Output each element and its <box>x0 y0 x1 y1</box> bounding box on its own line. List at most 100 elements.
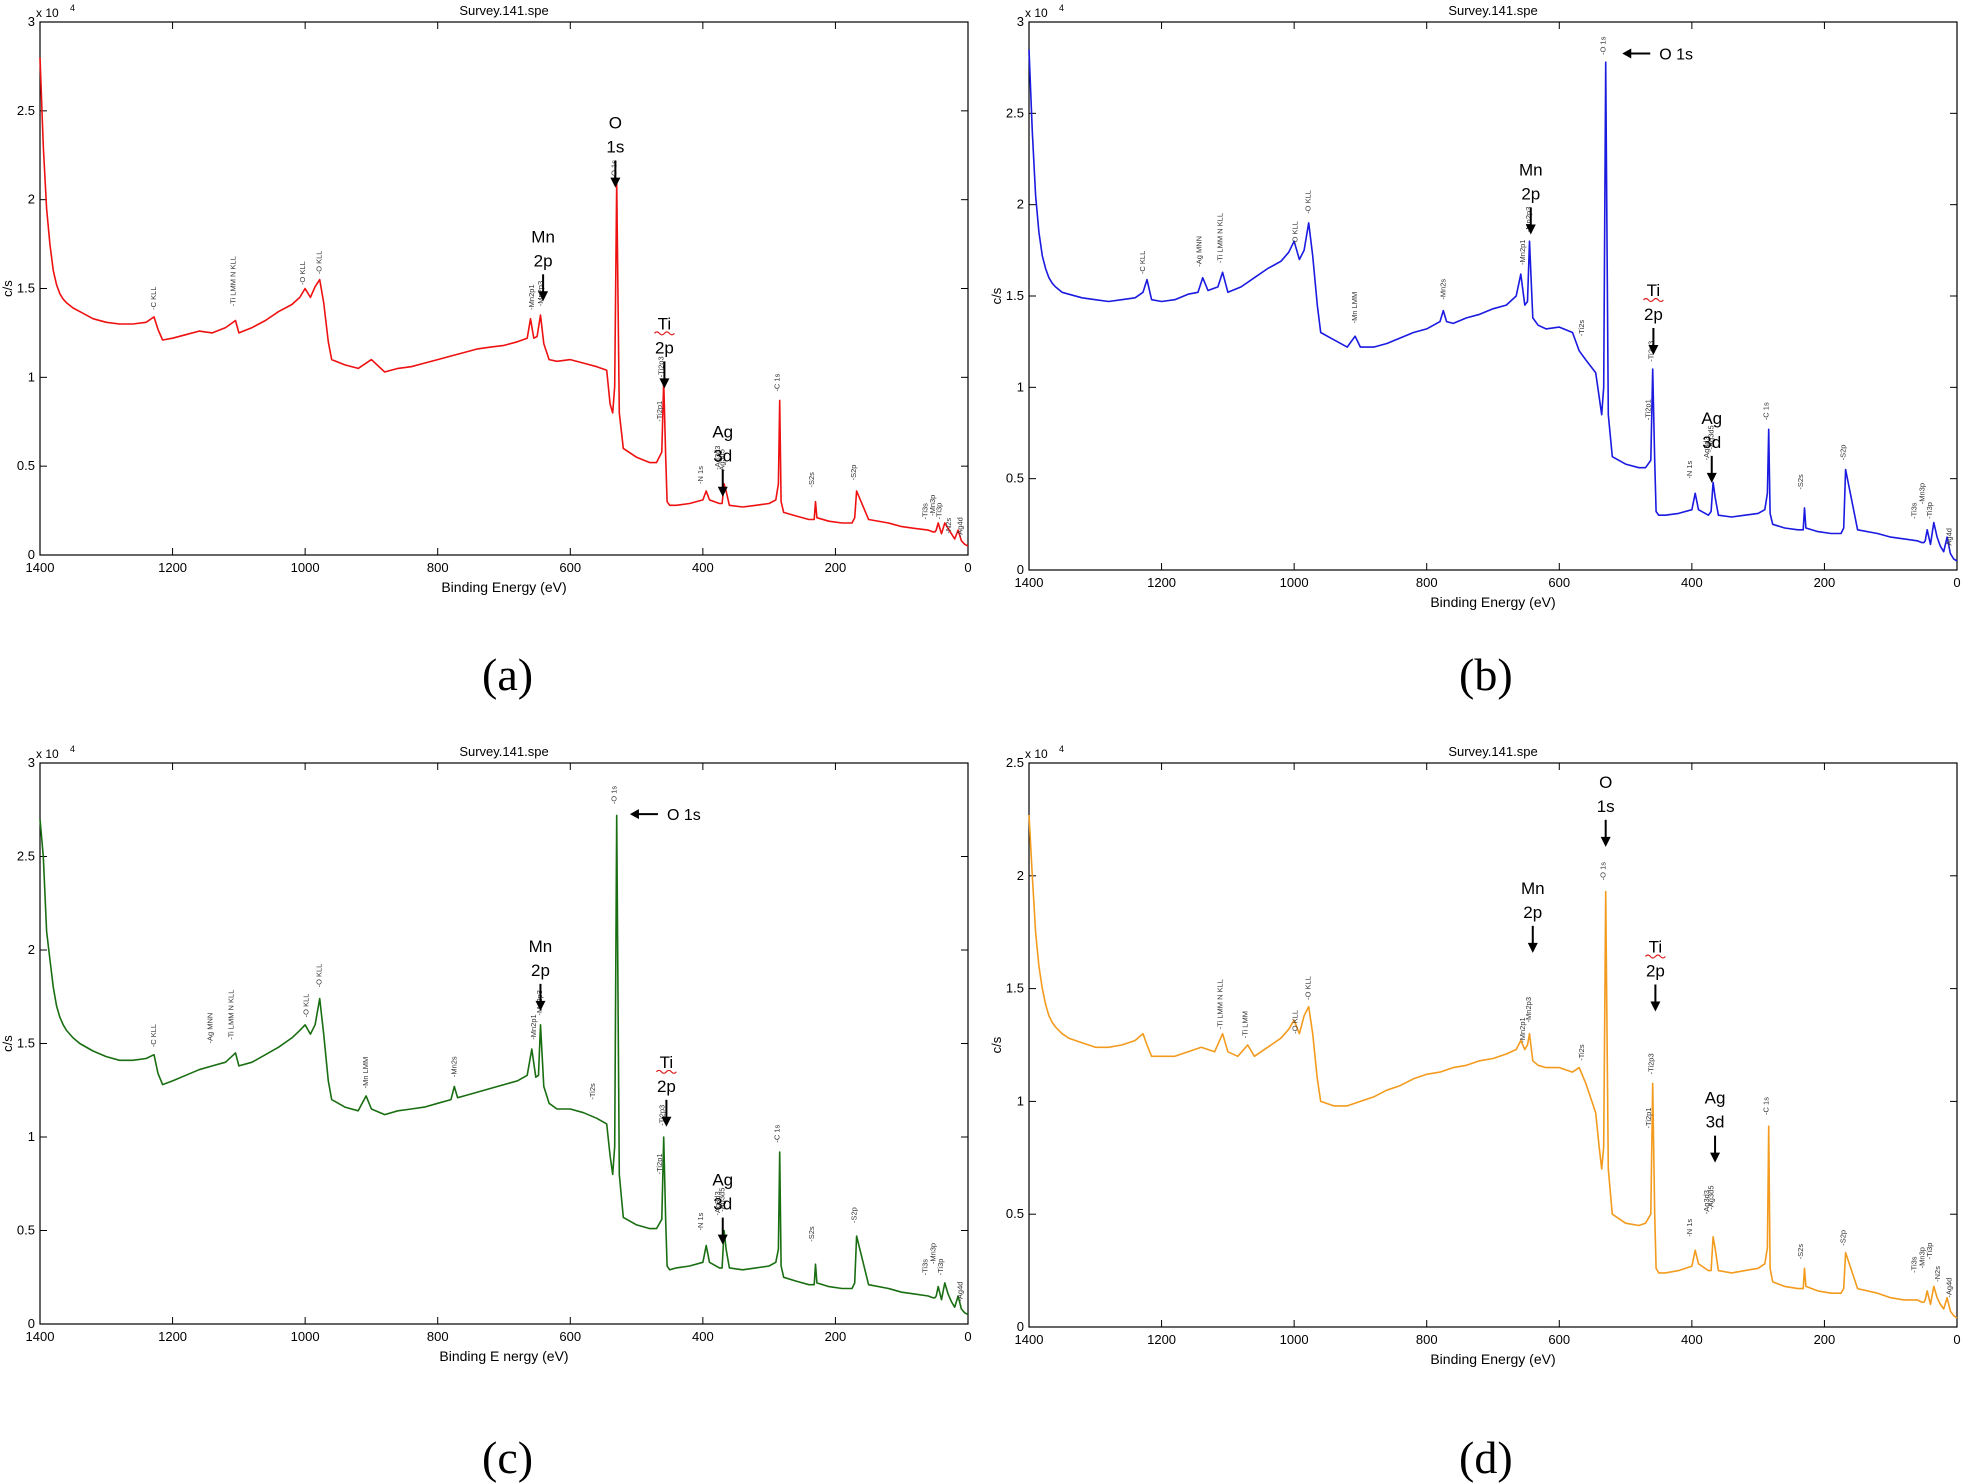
peak-label: -Ti3s <box>921 1259 930 1276</box>
peak-label: -Ti LMM <box>1241 1011 1250 1038</box>
x-tick-label: 600 <box>559 1329 581 1344</box>
annotation-arrow-head <box>1650 1001 1661 1012</box>
annotation-arrow-head <box>535 1000 546 1011</box>
y-tick-label: 1 <box>1017 379 1024 394</box>
x-axis-label: Binding Energy (eV) <box>1430 1351 1555 1367</box>
x-tick-label: 0 <box>1953 1332 1960 1347</box>
peak-label: -Ti2p3 <box>1646 341 1655 362</box>
peak-label: -C KLL <box>149 286 158 309</box>
annotation-label: Ag <box>1701 409 1722 428</box>
x-tick-label: 1200 <box>158 560 187 575</box>
y-tick-label: 1.5 <box>1006 288 1024 303</box>
x-tick-label: 400 <box>692 560 714 575</box>
x-tick-label: 800 <box>1416 1332 1438 1347</box>
annotation-label: Ag <box>712 1171 733 1190</box>
peak-label: -Mn2s <box>449 1056 458 1077</box>
annotation-label: 2p <box>534 251 553 270</box>
peak-label: -Ti2p3 <box>657 1105 666 1126</box>
peak-label: -Ag4d <box>1945 528 1954 548</box>
annotation-label: O <box>609 114 622 133</box>
xps-chart-b: 1400 1200 1000 800 600 400 200 0 0 0.5 1 1.5 2 2.5 3x … <box>989 3 1961 610</box>
panel-caption-c: (c) <box>482 1432 534 1483</box>
x-tick-label: 800 <box>427 560 449 575</box>
peak-label: -N2s <box>1933 1266 1942 1282</box>
x-tick-label: 200 <box>825 560 847 575</box>
xps-panel-a: 1400 1200 1000 800 600 400 200 0 0 0.5 1 1.5 2 2.5 3 x … <box>0 0 988 741</box>
peak-label: -N 1s <box>696 1212 705 1230</box>
peak-label: -Ti LMM N KLL <box>227 990 236 1040</box>
peak-label: -Ti2s <box>1577 320 1586 337</box>
annotation-label: Mn <box>529 937 553 956</box>
x-tick-label: 0 <box>1953 575 1960 590</box>
annotation-label: Ti <box>658 314 672 333</box>
peak-label: -Ti2p1 <box>1644 1107 1653 1128</box>
peak-label: -Ti2s <box>1577 1044 1586 1061</box>
x-tick-label: 600 <box>559 560 581 575</box>
peak-label: -O KLL <box>1290 221 1299 245</box>
peak-label: -Ag3d3 <box>1702 1190 1711 1214</box>
peak-label: -Mn LMM <box>1350 292 1359 324</box>
annotation-arrow-head <box>1600 836 1611 847</box>
peak-label: -N 1s <box>696 466 705 484</box>
spectrum-series-line <box>39 814 969 1316</box>
x-tick-label: 1000 <box>291 1329 320 1344</box>
annotation-label: 2p <box>1523 903 1542 922</box>
y-tick-label: 2 <box>1017 197 1024 212</box>
annotation-label: Ti <box>1647 281 1661 300</box>
xps-chart-c: 1400 1200 1000 800 600 400 200 0 0 0.5 1 1.5 2 2.5 3x … <box>0 744 972 1364</box>
annotation-arrow-head <box>1706 472 1717 483</box>
plot-frame <box>1028 762 1958 1328</box>
y-tick-label: 0.5 <box>1006 1206 1024 1221</box>
x-tick-label: 400 <box>1681 1332 1703 1347</box>
y-tick-label: 0 <box>1017 1319 1024 1334</box>
y-exponent: 4 <box>1059 744 1064 754</box>
x-tick-label: 1000 <box>1280 575 1309 590</box>
peak-label: -Mn2p3 <box>1524 207 1533 232</box>
xps-chart-a: 1400 1200 1000 800 600 400 200 0 0 0.5 1 1.5 2 2.5 3x … <box>0 3 972 595</box>
y-tick-label: 1 <box>1017 1093 1024 1108</box>
peak-label: -Ag3d3 <box>713 446 722 470</box>
panel-caption-b: (b) <box>1459 649 1513 700</box>
peak-label: -Mn LMM <box>361 1057 370 1089</box>
annotation-arrow-head <box>1622 48 1632 59</box>
y-tick-label: 0.5 <box>17 1223 35 1238</box>
peak-label: -Mn3p <box>928 495 937 516</box>
x-tick-label: 1000 <box>291 560 320 575</box>
peak-label: -Ti3p <box>1925 502 1934 519</box>
annotation-arrow-head <box>1648 345 1659 355</box>
peak-label: -O KLL <box>1304 190 1313 214</box>
annotation-arrow-head <box>629 809 639 820</box>
peak-label: -Ti3s <box>1910 502 1919 519</box>
peak-label: -N2s <box>944 518 953 534</box>
x-tick-label: 800 <box>1416 575 1438 590</box>
spellcheck-underline <box>653 331 675 336</box>
peak-label: -Ag4d <box>956 1282 965 1302</box>
annotation-label: O 1s <box>667 807 701 824</box>
peak-label: -Ag4d <box>1945 1278 1954 1298</box>
peak-label: -Mn3p <box>1918 483 1927 504</box>
x-tick-label: 1200 <box>1147 1332 1176 1347</box>
y-tick-label: 0.5 <box>17 458 35 473</box>
peak-label: -C 1s <box>773 1124 782 1142</box>
annotation-arrow-head <box>610 177 621 188</box>
x-tick-label: 200 <box>1814 575 1836 590</box>
y-multiplier: x 10 <box>1025 747 1048 761</box>
annotation-label: Ti <box>1649 938 1663 957</box>
peak-label: -Mn2p1 <box>1518 240 1527 265</box>
x-tick-label: 800 <box>427 1329 449 1344</box>
peak-label: -O KLL <box>1304 976 1313 1000</box>
spectrum-series-line <box>1028 49 1958 562</box>
y-axis-label: c/s <box>989 1036 1004 1053</box>
peak-label: -C 1s <box>1762 1097 1771 1115</box>
y-tick-label: 0 <box>28 547 35 562</box>
y-tick-label: 2.5 <box>1006 755 1024 770</box>
spellcheck-underline <box>655 1069 677 1074</box>
y-tick-label: 2 <box>28 942 35 957</box>
peak-label: -Mn3p <box>1918 1247 1927 1268</box>
peak-label: -Ti3s <box>921 503 930 520</box>
peak-label: -Mn2s <box>1438 279 1447 300</box>
peak-label: -Ag3d5 <box>718 449 727 473</box>
annotation-label: 3d <box>713 1195 732 1214</box>
peak-label: -S2s <box>1796 474 1805 490</box>
xps-panel-b: 1400 1200 1000 800 600 400 200 0 0 0.5 1 1.5 2 2.5 3 x … <box>989 0 1977 741</box>
